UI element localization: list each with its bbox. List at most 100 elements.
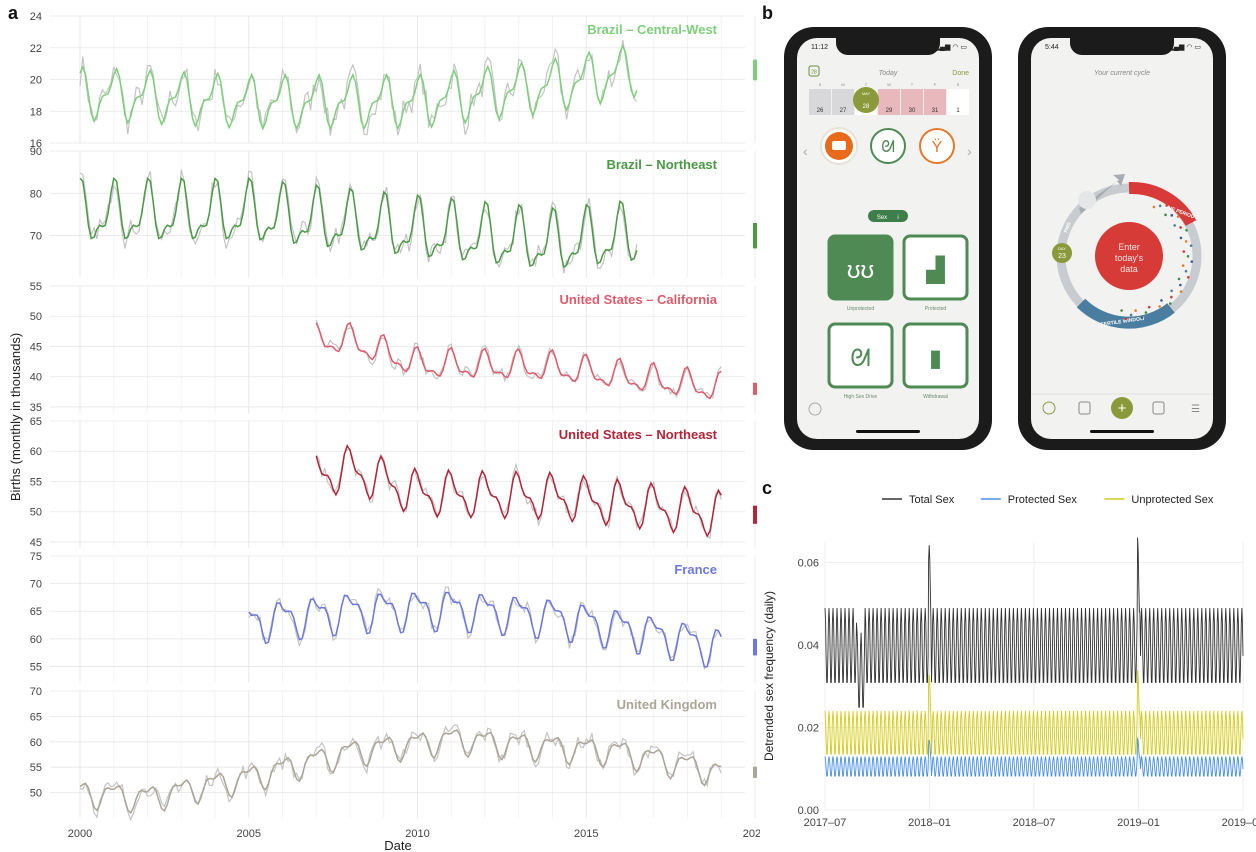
facet-title: France bbox=[674, 562, 717, 577]
fitted-series-line bbox=[79, 43, 638, 131]
y-tick-label: 75 bbox=[30, 551, 42, 563]
menu-tab-icon[interactable]: ☰ bbox=[1191, 404, 1200, 415]
info-icon[interactable]: i bbox=[897, 215, 898, 221]
facet-4: 55 60 65 70 75 France bbox=[30, 551, 757, 683]
options-grid: ʊʊ Unprotected ▟ Protected ᘛ High Sex Drive ▮ W… bbox=[827, 234, 969, 400]
x-axis-label: Date bbox=[384, 838, 411, 852]
symptom-dot bbox=[1190, 260, 1194, 263]
home-nav-icon[interactable] bbox=[808, 402, 822, 416]
today-screen: 11:12 ▂▄▆ ◠ ▭ 28 Today Done S 26 M 27 T 28 W 29… bbox=[797, 38, 979, 439]
rabbit-icon: ᘛ bbox=[881, 139, 895, 156]
y-tick-label: 22 bbox=[30, 43, 42, 55]
x-tick-label: 2010 bbox=[405, 828, 429, 840]
option-withdrawal[interactable] bbox=[902, 322, 969, 389]
enter-data-button[interactable] bbox=[1095, 222, 1163, 290]
category-sex[interactable] bbox=[870, 128, 906, 164]
panel-c-label: c bbox=[762, 478, 773, 498]
calendar-icon[interactable] bbox=[808, 65, 820, 77]
selected-day-number: 28 bbox=[863, 104, 870, 110]
y-tick-label: 70 bbox=[30, 686, 42, 698]
today-tab-icon[interactable] bbox=[1042, 401, 1056, 415]
y-axis-label: Births (monthly in thousands) bbox=[8, 333, 23, 501]
day-number: 26 bbox=[817, 108, 824, 114]
y-tick-label: 65 bbox=[30, 711, 42, 723]
x-tick-label: 2015 bbox=[574, 828, 598, 840]
option-unprotected[interactable] bbox=[827, 234, 894, 301]
today-screen-graphics: 28 Today Done S26M27T28W29T30F31S1MAY28 … bbox=[803, 65, 972, 416]
legend: Total Sex Protected Sex Unprotected Sex bbox=[882, 494, 1214, 506]
x-tick-label: 2018–07 bbox=[1013, 817, 1056, 829]
y-tick-label: 0.00 bbox=[798, 805, 819, 817]
y-tick-label: 0.04 bbox=[798, 640, 819, 652]
symptom-dot bbox=[1186, 254, 1190, 258]
legend-label: Protected Sex bbox=[1008, 494, 1078, 506]
symptom-dot bbox=[1184, 240, 1188, 243]
add-button[interactable] bbox=[1111, 397, 1133, 419]
cycle-screen-graphics: Your current cycle THE PERIOD FERTILE WI… bbox=[1031, 70, 1213, 419]
option-label: Withdrawal bbox=[923, 394, 948, 400]
option-protected[interactable] bbox=[902, 234, 969, 301]
exercise-icon: Ÿ bbox=[932, 138, 943, 156]
weekday-label: W bbox=[887, 82, 891, 87]
done-button[interactable]: Done bbox=[952, 70, 969, 77]
x-tick-label: 2019–01 bbox=[1117, 817, 1160, 829]
day-cell bbox=[947, 89, 969, 115]
x-tick-label: 2018–01 bbox=[908, 817, 951, 829]
phone-notch bbox=[836, 38, 940, 55]
facet-background bbox=[50, 691, 745, 818]
symptom-dots bbox=[1120, 204, 1194, 321]
forecast-interval-bar bbox=[753, 59, 757, 81]
selected-day-marker bbox=[853, 87, 879, 113]
symptom-dot bbox=[1140, 316, 1144, 319]
week-strip: S26M27T28W29T30F31S1MAY28 bbox=[809, 82, 969, 115]
weekday-label: S bbox=[819, 82, 822, 87]
symptom-dot bbox=[1147, 305, 1151, 309]
sex-category-pill[interactable] bbox=[868, 210, 908, 222]
cycle-title: Your current cycle bbox=[1094, 70, 1150, 77]
weekday-label: T bbox=[911, 82, 914, 87]
facet-3: 45 50 55 60 65 United States – Northeast bbox=[30, 416, 757, 549]
status-icons: ▂▄▆ ◠ ▭ bbox=[934, 44, 967, 51]
legend-label: Total Sex bbox=[909, 494, 955, 506]
day-cell bbox=[924, 89, 946, 115]
day-number: 30 bbox=[909, 108, 916, 114]
pad-icon bbox=[832, 141, 846, 150]
symptom-dot bbox=[1181, 264, 1185, 267]
symptom-dot bbox=[1173, 224, 1177, 227]
sex-category-label: Sex bbox=[877, 215, 887, 221]
symptom-dot bbox=[1144, 311, 1148, 314]
forecast-interval-bar bbox=[753, 638, 757, 656]
x-tick-label: 2020 bbox=[743, 828, 760, 840]
series-line-total-sex bbox=[824, 537, 1244, 708]
day-marker[interactable] bbox=[1052, 243, 1072, 263]
category-exercise[interactable] bbox=[919, 128, 955, 164]
chart-tab-icon[interactable] bbox=[1152, 401, 1165, 415]
next-arrow[interactable]: › bbox=[967, 143, 972, 159]
symptom-dot bbox=[1129, 313, 1133, 317]
y-tick-label: 35 bbox=[30, 402, 42, 414]
observed-series-line bbox=[79, 40, 638, 136]
y-tick-label: 70 bbox=[30, 231, 42, 243]
book-icon: ▮ bbox=[929, 345, 942, 372]
y-tick-label: 60 bbox=[30, 634, 42, 646]
y-tick-label: 60 bbox=[30, 737, 42, 749]
plus-icon: + bbox=[1118, 400, 1127, 417]
y-tick-label: 55 bbox=[30, 281, 42, 293]
facet-1: 70 80 90 Brazil – Northeast bbox=[30, 146, 757, 278]
option-high-sex-drive[interactable] bbox=[827, 322, 894, 389]
status-icons: ▂▄▆ ◠ ▭ bbox=[1168, 44, 1201, 51]
y-tick-label: 55 bbox=[30, 476, 42, 488]
day-number: 31 bbox=[932, 108, 939, 114]
day-cell bbox=[901, 89, 923, 115]
symptom-dot bbox=[1182, 250, 1186, 253]
weekday-label: M bbox=[841, 82, 844, 87]
births-facet-chart: 16 18 20 22 24 Brazil – Central-West 70 80 90 Bra… bbox=[8, 11, 760, 852]
facet-title: Brazil – Northeast bbox=[606, 157, 717, 172]
calendar-tab-icon[interactable] bbox=[1078, 401, 1091, 415]
prev-arrow[interactable]: ‹ bbox=[803, 143, 808, 159]
y-tick-label: 24 bbox=[30, 11, 42, 23]
x-tick-label: 2000 bbox=[68, 828, 92, 840]
weekday-label: T bbox=[865, 82, 868, 87]
selected-month: MAY bbox=[862, 91, 871, 96]
symptom-dot bbox=[1120, 309, 1123, 312]
